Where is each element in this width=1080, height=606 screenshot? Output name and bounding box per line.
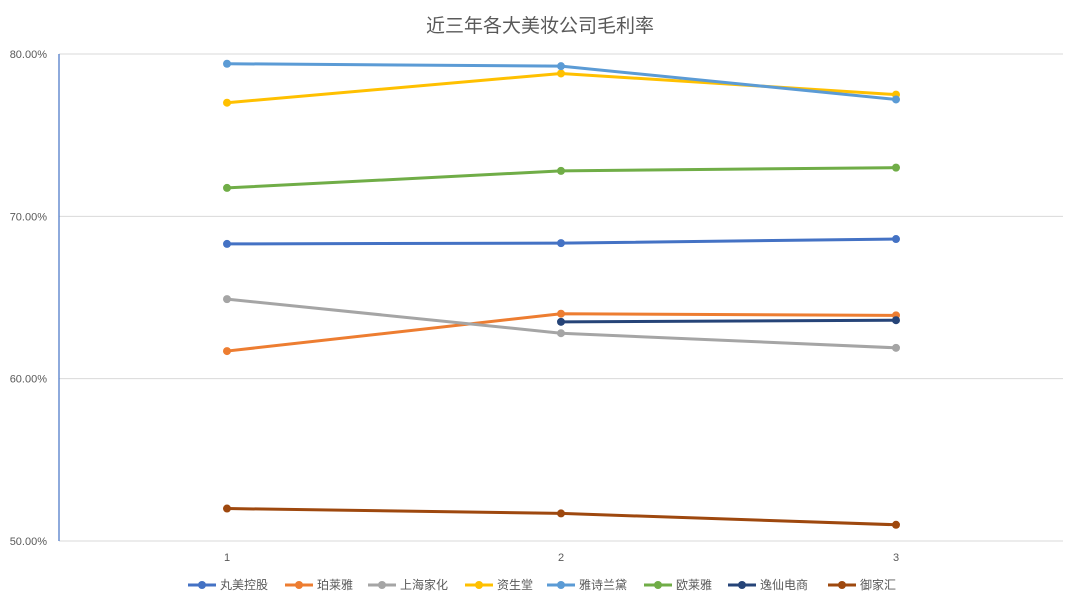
- data-point: [892, 235, 900, 244]
- data-point: [223, 504, 231, 513]
- data-point: [223, 98, 231, 107]
- legend-label: 欧莱雅: [676, 577, 712, 592]
- legend-label: 珀莱雅: [317, 577, 353, 592]
- x-tick-label: 1: [224, 552, 230, 564]
- y-tick-label: 60.00%: [10, 374, 48, 386]
- data-point: [557, 329, 565, 338]
- data-point: [223, 347, 231, 356]
- legend-label: 资生堂: [497, 578, 533, 592]
- legend-item: 雅诗兰黛: [547, 577, 627, 592]
- data-point: [223, 239, 231, 248]
- data-point: [892, 163, 900, 172]
- data-point: [892, 316, 900, 325]
- x-tick-label: 3: [893, 552, 899, 564]
- legend-label: 逸仙电商: [760, 577, 808, 592]
- data-point: [892, 95, 900, 104]
- legend-item: 资生堂: [465, 578, 533, 592]
- y-tick-label: 70.00%: [10, 211, 48, 223]
- y-tick-label: 80.00%: [10, 49, 48, 61]
- x-tick-label: 2: [558, 552, 564, 564]
- legend-label: 上海家化: [400, 577, 448, 592]
- legend-item: 逸仙电商: [728, 577, 808, 592]
- data-point: [557, 509, 565, 518]
- legend-swatch-marker: [198, 581, 206, 589]
- legend: 丸美控股 珀莱雅 上海家化 资生堂 雅诗兰黛 欧莱雅 逸仙电商 御家汇: [188, 577, 896, 592]
- legend-item: 御家汇: [828, 577, 896, 592]
- data-point: [223, 183, 231, 192]
- series-line: [559, 318, 898, 324]
- data-point: [557, 309, 565, 318]
- legend-swatch-marker: [557, 581, 565, 589]
- data-point: [557, 166, 565, 175]
- data-point: [892, 343, 900, 352]
- data-point: [223, 295, 231, 304]
- data-point: [892, 520, 900, 529]
- legend-swatch-marker: [738, 581, 746, 589]
- legend-label: 雅诗兰黛: [579, 577, 627, 592]
- y-tick-label: 50.00%: [10, 536, 48, 548]
- legend-swatch-marker: [838, 581, 846, 589]
- legend-item: 欧莱雅: [644, 577, 712, 592]
- series-lines: [223, 59, 900, 529]
- data-point: [223, 59, 231, 68]
- legend-label: 丸美控股: [220, 578, 268, 592]
- legend-item: 上海家化: [368, 577, 448, 592]
- data-point: [557, 62, 565, 71]
- gridlines: [59, 53, 1063, 542]
- data-point: [557, 239, 565, 248]
- legend-label: 御家汇: [860, 577, 896, 592]
- legend-swatch-marker: [378, 581, 386, 589]
- chart-title: 近三年各大美妆公司毛利率: [426, 15, 654, 37]
- legend-swatch-marker: [654, 581, 662, 589]
- axes: 50.00% 60.00% 70.00% 80.00% 1 2 3: [10, 49, 899, 564]
- legend-swatch-marker: [475, 581, 483, 589]
- legend-item: 丸美控股: [188, 578, 268, 592]
- data-point: [557, 317, 565, 326]
- data-point: [557, 69, 565, 78]
- legend-item: 珀莱雅: [285, 577, 353, 592]
- legend-swatch-marker: [295, 581, 303, 589]
